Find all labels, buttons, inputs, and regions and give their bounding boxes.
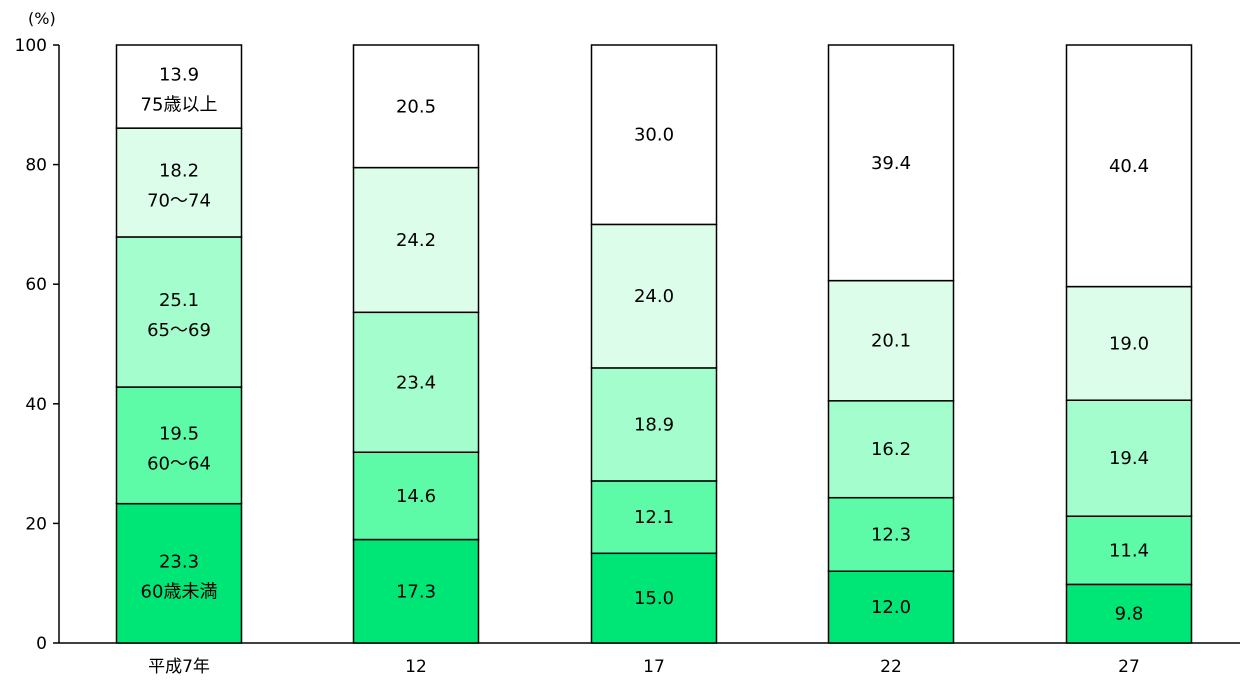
data-label: 39.4	[871, 153, 911, 174]
x-category-label: 27	[1118, 657, 1140, 677]
x-category-label: 17	[643, 657, 665, 677]
data-label: 13.9	[159, 65, 199, 86]
bar-segment	[1065, 399, 1193, 517]
y-axis-ticks: 0 20 40 60 80 100	[15, 36, 59, 654]
bar-segments: 23.3 60歳未満 19.5 60〜64 25.1 65〜69 18.2 70〜74 13.9…	[115, 44, 1193, 644]
x-category-label: 22	[880, 657, 902, 677]
data-label: 16.2	[871, 439, 911, 460]
data-label: 18.2	[159, 161, 199, 182]
bar-segment	[827, 400, 955, 499]
bar-segment	[590, 44, 718, 226]
series-name-label: 75歳以上	[141, 95, 218, 116]
series-name-label: 70〜74	[147, 191, 211, 212]
x-axis-labels: 平成7年 12 17 22 27	[148, 657, 1140, 677]
data-label: 17.3	[396, 581, 436, 602]
data-label: 24.2	[396, 230, 436, 251]
series-name-label: 60歳未満	[141, 581, 218, 602]
bar-segment	[115, 236, 243, 388]
data-label: 25.1	[159, 290, 199, 311]
bar-segment	[1065, 44, 1193, 288]
data-label: 12.0	[871, 597, 911, 618]
y-tick-label: 60	[25, 275, 47, 295]
data-label: 18.9	[634, 414, 674, 435]
bar-segment	[1065, 515, 1193, 586]
x-category-label: 平成7年	[148, 657, 210, 677]
data-label: 14.6	[396, 486, 436, 507]
data-label: 23.3	[159, 551, 199, 572]
y-tick-label: 80	[25, 156, 47, 176]
bar-segment	[827, 570, 955, 644]
data-label: 19.5	[159, 423, 199, 444]
bar-segment	[352, 538, 480, 644]
data-label: 23.4	[396, 372, 436, 393]
data-label: 12.1	[634, 507, 674, 528]
data-label: 20.1	[871, 331, 911, 352]
y-tick-label: 40	[25, 395, 47, 415]
bar-segment	[352, 311, 480, 453]
bar-segment	[590, 223, 718, 369]
bar-segment	[827, 44, 955, 282]
x-category-label: 12	[405, 657, 427, 677]
data-label: 20.5	[396, 96, 436, 117]
bar-segment	[590, 367, 718, 482]
data-label: 24.0	[634, 286, 674, 307]
data-label: 12.3	[871, 524, 911, 545]
bar-segment	[115, 44, 243, 129]
y-tick-label: 20	[25, 514, 47, 534]
data-label: 11.4	[1109, 540, 1149, 561]
series-name-label: 65〜69	[147, 320, 211, 341]
data-label: 15.0	[634, 588, 674, 609]
bar-segment	[1065, 285, 1193, 401]
bar-segment	[352, 166, 480, 314]
data-label: 9.8	[1115, 604, 1144, 625]
bar-segment	[115, 127, 243, 238]
data-label: 19.0	[1109, 333, 1149, 354]
bar-segment	[352, 451, 480, 541]
bar-segment	[115, 502, 243, 644]
bar-segment	[827, 496, 955, 572]
y-unit-label: (%)	[28, 9, 56, 28]
series-name-label: 60〜64	[147, 453, 211, 474]
bar-segment	[115, 386, 243, 505]
bar-segment	[352, 44, 480, 169]
data-label: 19.4	[1109, 448, 1149, 469]
data-label: 40.4	[1109, 156, 1149, 177]
y-tick-label: 100	[15, 36, 47, 56]
data-label: 30.0	[634, 125, 674, 146]
y-tick-label: 0	[36, 634, 47, 654]
